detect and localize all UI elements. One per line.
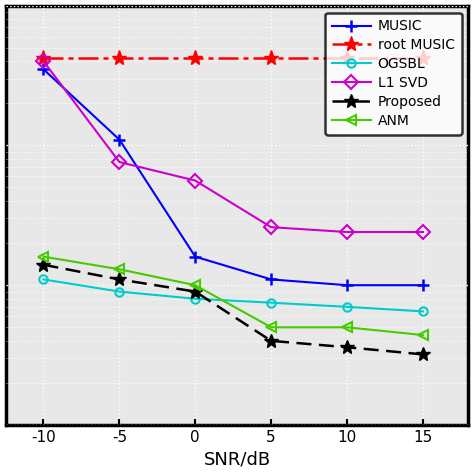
MUSIC: [192, 254, 198, 259]
Line: ANM: ANM: [39, 252, 428, 340]
root MUSIC: [192, 55, 198, 61]
root MUSIC: [268, 55, 274, 61]
Proposed: [344, 345, 350, 350]
OGSBL: [117, 289, 122, 294]
Line: Proposed: Proposed: [36, 258, 430, 361]
L1 SVD: [117, 159, 122, 165]
MUSIC: [344, 283, 350, 288]
Proposed: [117, 276, 122, 282]
root MUSIC: [117, 55, 122, 61]
ANM: [344, 324, 350, 330]
MUSIC: [41, 66, 46, 72]
root MUSIC: [41, 55, 46, 61]
OGSBL: [41, 276, 46, 282]
L1 SVD: [192, 178, 198, 183]
root MUSIC: [420, 55, 426, 61]
L1 SVD: [41, 58, 46, 64]
ANM: [192, 283, 198, 288]
Line: OGSBL: OGSBL: [39, 275, 427, 316]
MUSIC: [268, 276, 274, 282]
X-axis label: SNR/dB: SNR/dB: [203, 450, 271, 468]
Proposed: [192, 289, 198, 294]
Proposed: [41, 262, 46, 268]
OGSBL: [344, 304, 350, 310]
Line: L1 SVD: L1 SVD: [39, 56, 428, 237]
ANM: [117, 266, 122, 272]
MUSIC: [117, 137, 122, 142]
Line: root MUSIC: root MUSIC: [36, 51, 430, 66]
Proposed: [420, 352, 426, 357]
MUSIC: [420, 283, 426, 288]
Proposed: [268, 338, 274, 344]
OGSBL: [268, 300, 274, 306]
L1 SVD: [344, 229, 350, 235]
Line: MUSIC: MUSIC: [37, 63, 429, 292]
Legend: MUSIC, root MUSIC, OGSBL, L1 SVD, Proposed, ANM: MUSIC, root MUSIC, OGSBL, L1 SVD, Propos…: [325, 12, 462, 135]
OGSBL: [192, 296, 198, 301]
ANM: [420, 332, 426, 338]
ANM: [268, 324, 274, 330]
root MUSIC: [344, 55, 350, 61]
L1 SVD: [268, 224, 274, 230]
ANM: [41, 254, 46, 259]
OGSBL: [420, 309, 426, 314]
L1 SVD: [420, 229, 426, 235]
